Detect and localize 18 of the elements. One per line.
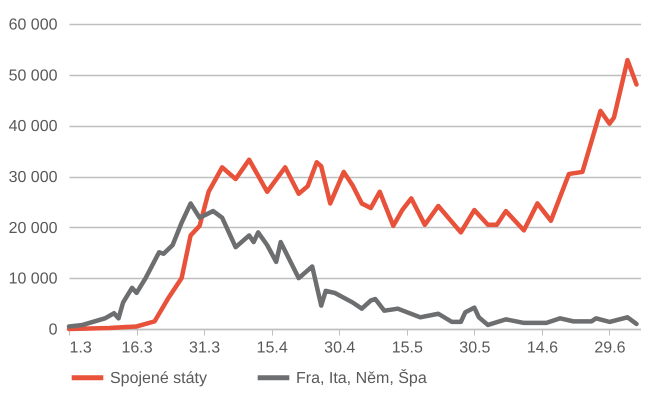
- y-tick-label: 10 000: [8, 270, 58, 288]
- x-tick-label: 16.3: [121, 340, 153, 356]
- legend-label: Fra, Ita, Něm, Špa: [296, 368, 427, 387]
- y-tick-label: 40 000: [8, 118, 58, 136]
- x-tick-label: 31.3: [189, 340, 220, 356]
- x-tick-label: 15.5: [392, 340, 423, 356]
- y-tick-label: 0: [48, 322, 58, 338]
- x-tick-label: 30.4: [324, 340, 356, 356]
- x-tick-label: 15.4: [256, 340, 288, 356]
- x-tick-label: 29.6: [594, 340, 626, 356]
- y-tick-label: 60 000: [8, 16, 58, 34]
- legend-label: Spojené státy: [110, 370, 207, 387]
- x-tick-label: 1.3: [70, 340, 92, 356]
- y-tick-label: 30 000: [8, 169, 58, 186]
- x-tick-label: 14.6: [526, 340, 558, 356]
- x-tick-label: 30.5: [459, 340, 491, 356]
- y-tick-label: 50 000: [8, 67, 58, 84]
- y-tick-label: 20 000: [8, 220, 58, 237]
